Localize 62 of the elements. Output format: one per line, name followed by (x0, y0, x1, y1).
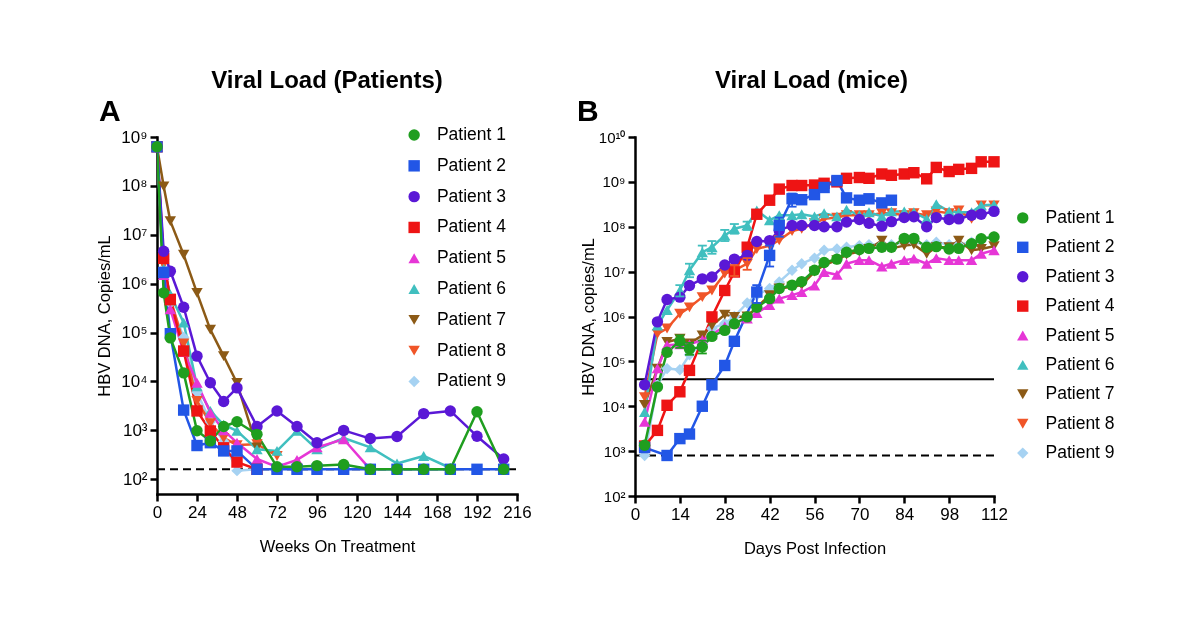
legend-label: Patient 7 (1045, 383, 1115, 404)
legend-label: Patient 6 (436, 278, 506, 299)
legend-label: Patient 5 (1045, 324, 1115, 345)
y-tick-label: 10⁷ (122, 225, 148, 245)
x-tick-label: 48 (228, 502, 247, 522)
y-tick-label: 10⁵ (602, 352, 626, 370)
text: B (577, 94, 599, 127)
x-axis-title: Weeks On Treatment (259, 536, 416, 555)
x-tick-label: 70 (850, 504, 870, 524)
legend-label: Patient 8 (436, 339, 506, 360)
x-tick-label: 96 (308, 502, 327, 522)
y-tick-label: 10⁴ (121, 371, 148, 391)
x-tick-label: 120 (343, 502, 372, 522)
legend-label: Patient 5 (436, 247, 506, 268)
x-tick-label: 84 (895, 504, 915, 524)
x-tick-label: 56 (805, 504, 825, 524)
legend-label: Patient 7 (436, 308, 506, 329)
x-tick-label: 28 (715, 504, 735, 524)
x-tick-label: 168 (423, 502, 452, 522)
legend-label: Patient 4 (436, 216, 507, 237)
legend-label: Patient 6 (1045, 353, 1115, 374)
x-tick-label: 216 (503, 502, 532, 522)
legend-label: Patient 8 (1045, 412, 1115, 433)
x-tick-label: 0 (152, 502, 163, 522)
y-tick-label: 10⁹ (121, 127, 148, 147)
y-tick-label: 10¹⁰ (598, 128, 626, 146)
y-tick-label: 10⁷ (603, 263, 626, 281)
legend-label: Patient 3 (1045, 265, 1115, 286)
x-axis-title: Days Post Infection (743, 538, 887, 557)
legend-label: Patient 1 (436, 124, 506, 145)
y-tick-label: 10³ (122, 420, 148, 440)
y-tick-label: 10⁹ (602, 173, 626, 191)
legend-label: Patient 2 (436, 154, 506, 175)
y-tick-label: 10³ (603, 442, 626, 460)
y-tick-label: 10⁴ (602, 397, 626, 415)
y-axis-title: HBV DNA, copies/mL (578, 238, 597, 396)
legend-label: Patient 1 (1045, 206, 1115, 227)
x-tick-label: 192 (463, 502, 492, 522)
y-tick-label: 10⁶ (121, 274, 148, 294)
x-tick-label: 42 (760, 504, 780, 524)
legend-label: Patient 4 (1045, 295, 1115, 316)
y-tick-label: 10² (122, 469, 148, 489)
x-tick-label: 0 (630, 504, 641, 524)
x-tick-label: 98 (940, 504, 960, 524)
y-tick-label: 10⁸ (121, 176, 148, 196)
legend-label: Patient 9 (436, 370, 506, 391)
legend-label: Patient 9 (1045, 442, 1115, 463)
text: A (99, 94, 121, 127)
x-tick-label: 72 (268, 502, 287, 522)
x-tick-label: 144 (383, 502, 412, 522)
y-axis-title: HBV DNA, Copies/mL (95, 235, 114, 397)
y-tick-label: 10⁵ (121, 323, 148, 343)
legend-label: Patient 3 (436, 185, 506, 206)
y-tick-label: 10² (603, 487, 626, 505)
legend-label: Patient 2 (1045, 236, 1115, 257)
chart-title: Viral Load (Patients) (211, 66, 443, 93)
x-tick-label: 14 (670, 504, 690, 524)
y-tick-label: 10⁸ (602, 218, 626, 236)
x-tick-label: 112 (980, 504, 1009, 524)
chart-title: Viral Load (mice) (715, 66, 908, 93)
x-tick-label: 24 (188, 502, 207, 522)
y-tick-label: 10⁶ (602, 308, 626, 325)
